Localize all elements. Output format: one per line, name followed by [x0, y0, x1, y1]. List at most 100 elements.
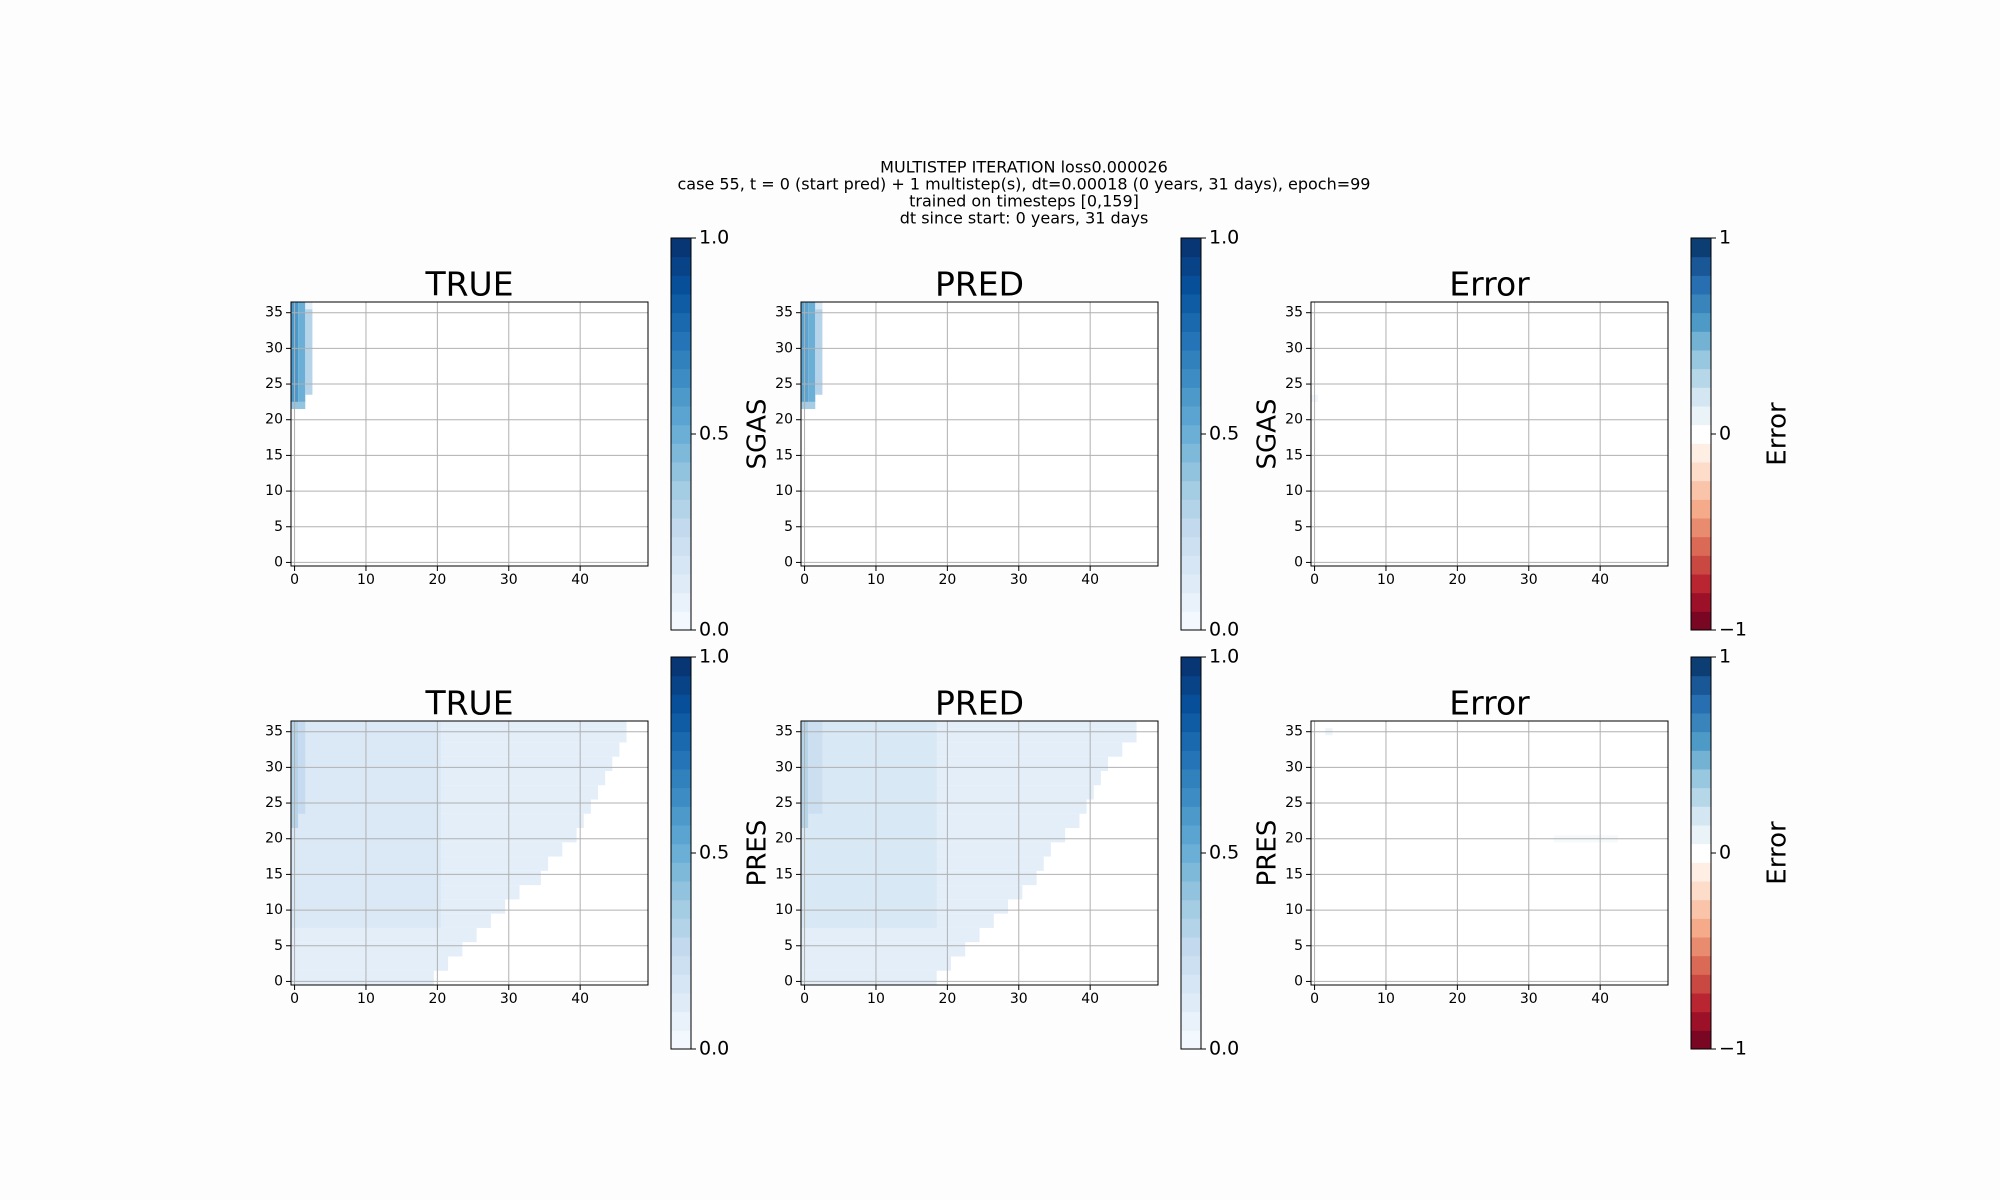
x-tick-label: 20	[428, 572, 446, 588]
colorbar-tick-label: 1.0	[699, 227, 729, 249]
colorbar-tick-label: 0.5	[699, 842, 729, 864]
y-tick-label: 10	[775, 902, 793, 918]
plot-area	[1311, 721, 1668, 985]
heat-cell	[305, 302, 313, 310]
colorbar-band	[1691, 592, 1711, 612]
y-tick-label: 15	[265, 866, 283, 882]
x-tick-label: 10	[1377, 991, 1395, 1007]
colorbar-band	[671, 806, 691, 826]
colorbar-band	[671, 256, 691, 276]
colorbar-band	[1181, 331, 1201, 351]
colorbar-band	[1691, 350, 1711, 370]
colorbar-band	[1181, 713, 1201, 733]
colorbar-band	[1691, 955, 1711, 975]
colorbar-band	[671, 713, 691, 733]
figure-title: dt since start: 0 years, 31 days	[900, 209, 1149, 228]
colorbar-band	[671, 843, 691, 863]
y-tick-label: 0	[274, 973, 283, 989]
colorbar-tick-label: 0.0	[699, 619, 729, 641]
colorbar-band	[1691, 536, 1711, 556]
axes-frame	[290, 301, 649, 567]
y-tick-label: 35	[775, 724, 793, 740]
colorbar-band	[1691, 275, 1711, 295]
heat-cell	[801, 970, 937, 985]
x-tick-label: 40	[1081, 991, 1099, 1007]
x-tick-label: 30	[1010, 991, 1028, 1007]
colorbar-band	[671, 555, 691, 575]
figure-title: trained on timesteps [0,159]	[909, 192, 1139, 211]
colorbar-band	[671, 862, 691, 882]
colorbar-band	[671, 424, 691, 444]
x-tick-label: 20	[938, 991, 956, 1007]
x-tick-label: 30	[500, 991, 518, 1007]
y-tick-label: 0	[784, 554, 793, 570]
heat-cell	[291, 927, 477, 943]
colorbar-tick-label: −1	[1719, 1038, 1747, 1060]
colorbar-band	[1691, 675, 1711, 695]
colorbar-band	[671, 657, 691, 677]
colorbar-band	[671, 731, 691, 751]
heat-cell	[298, 302, 306, 402]
x-tick-label: 40	[571, 572, 589, 588]
colorbar-label: Error	[1763, 821, 1793, 885]
y-tick-label: 5	[1294, 519, 1303, 535]
colorbar-band	[1691, 256, 1711, 276]
colorbar-band	[1181, 238, 1201, 258]
colorbar-band	[1691, 462, 1711, 482]
axes-frame	[1310, 720, 1669, 986]
colorbar-band	[671, 536, 691, 556]
x-tick-label: 30	[1010, 572, 1028, 588]
panel-title: PRED	[935, 684, 1024, 723]
colorbar-band	[1181, 974, 1201, 994]
colorbar-band	[671, 918, 691, 938]
x-tick-label: 20	[938, 572, 956, 588]
y-tick-label: 25	[1285, 795, 1303, 811]
colorbar-band	[671, 974, 691, 994]
panel-title: TRUE	[424, 684, 513, 723]
colorbar-tick-label: 0.5	[1209, 842, 1239, 864]
colorbar-band	[1691, 406, 1711, 426]
colorbar-band	[671, 406, 691, 426]
y-tick-label: 10	[775, 483, 793, 499]
y-tick-label: 20	[265, 831, 283, 847]
colorbar-tick-label: −1	[1719, 619, 1747, 641]
colorbar-label: PRES	[1253, 820, 1283, 887]
x-tick-label: 10	[867, 991, 885, 1007]
x-tick-label: 0	[290, 991, 299, 1007]
colorbar-band	[1181, 993, 1201, 1013]
colorbar-band	[1181, 424, 1201, 444]
y-tick-label: 10	[1285, 483, 1303, 499]
colorbar-band	[1181, 555, 1201, 575]
colorbar-band	[671, 955, 691, 975]
colorbar-band	[671, 592, 691, 612]
y-tick-label: 15	[775, 866, 793, 882]
axes-frame	[1310, 301, 1669, 567]
colorbar-band	[671, 480, 691, 500]
colorbar-band	[1691, 1030, 1711, 1050]
colorbar-band	[671, 499, 691, 519]
colorbar-tick-label: 0.0	[699, 1038, 729, 1060]
y-tick-label: 35	[775, 305, 793, 321]
colorbar-band	[1691, 574, 1711, 594]
colorbar-band	[1181, 694, 1201, 714]
x-tick-label: 10	[357, 572, 375, 588]
x-tick-label: 10	[357, 991, 375, 1007]
x-tick-label: 40	[1591, 572, 1609, 588]
x-tick-label: 40	[571, 991, 589, 1007]
colorbar-band	[1691, 806, 1711, 826]
colorbar-band	[1181, 787, 1201, 807]
colorbar-band	[1181, 611, 1201, 631]
heat-cell	[291, 721, 627, 729]
colorbar-band	[1181, 592, 1201, 612]
x-tick-label: 40	[1081, 572, 1099, 588]
colorbar-band	[671, 331, 691, 351]
colorbar-tick-label: 0.5	[1209, 423, 1239, 445]
figure-title: case 55, t = 0 (start pred) + 1 multiste…	[678, 175, 1371, 194]
panel-title: PRED	[935, 265, 1024, 304]
colorbar-band	[671, 518, 691, 538]
colorbar-band	[1181, 843, 1201, 863]
colorbar-band	[671, 387, 691, 407]
panel-title: Error	[1449, 684, 1530, 723]
colorbar-band	[1181, 1011, 1201, 1031]
colorbar-band	[1181, 462, 1201, 482]
